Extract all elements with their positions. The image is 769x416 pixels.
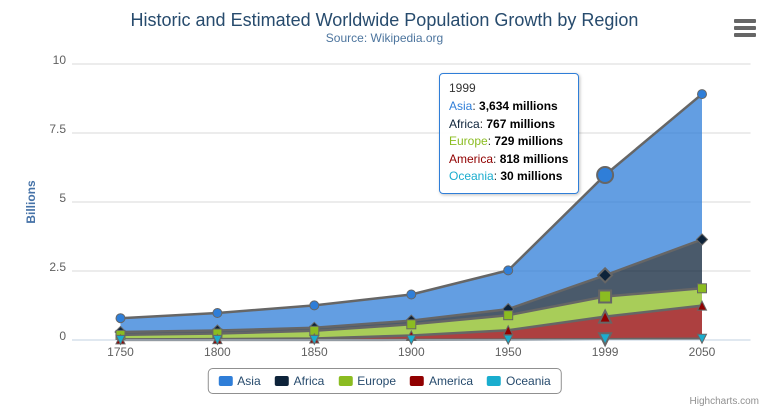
marker-asia-1750[interactable] xyxy=(115,313,126,324)
marker-oceania-1800[interactable] xyxy=(212,334,223,346)
legend-swatch-icon xyxy=(218,376,233,386)
chart-title: Historic and Estimated Worldwide Populat… xyxy=(130,10,639,30)
marker-asia-1900[interactable] xyxy=(406,289,417,300)
marker-asia-2050[interactable] xyxy=(697,89,707,100)
tooltip-series-value: 767 millions xyxy=(486,116,556,131)
y-axis-label: 2.5 xyxy=(49,260,66,274)
marker-europe-1950[interactable] xyxy=(503,310,514,321)
marker-oceania-1850[interactable] xyxy=(308,334,320,346)
marker-asia-1950[interactable] xyxy=(503,265,514,276)
tooltip-series-name: Asia xyxy=(449,99,473,113)
x-axis-label: 1800 xyxy=(204,345,231,359)
marker-asia-1850[interactable] xyxy=(309,300,320,311)
x-axis-label: 1900 xyxy=(397,345,425,359)
tooltip-row: Europe: 729 millions xyxy=(449,134,564,148)
tooltip-series-value: 818 millions xyxy=(499,151,569,166)
marker-europe-1999[interactable] xyxy=(598,289,613,304)
y-axis-label: 5 xyxy=(59,191,66,205)
tooltip-series-value: 30 millions xyxy=(500,169,563,183)
tooltip-series-name: Africa xyxy=(449,116,480,131)
tooltip-rows: Asia: 3,634 millions Africa: 767 millions… xyxy=(449,98,568,186)
marker-oceania-1999[interactable] xyxy=(597,332,613,348)
tooltip-series-value: 729 millions xyxy=(494,134,564,148)
legend-label: America xyxy=(429,374,474,388)
area-asia[interactable] xyxy=(120,94,703,332)
legend-swatch-icon xyxy=(487,376,502,386)
marker-asia-1800[interactable] xyxy=(212,308,223,318)
legend-swatch-icon xyxy=(274,376,289,386)
legend: Asia Africa Europe America Oceania xyxy=(207,368,562,394)
tooltip-series-value: 3,634 millions xyxy=(479,99,558,113)
legend-label: Europe xyxy=(357,374,397,388)
tooltip-row: Africa: 767 millions xyxy=(449,116,556,131)
legend-item-europe[interactable]: Europe xyxy=(338,374,396,388)
legend-item-asia[interactable]: Asia xyxy=(218,374,261,388)
tooltip-row: Asia: 3,634 millions xyxy=(449,99,558,113)
tooltip-row: Oceania: 30 millions xyxy=(449,169,563,183)
marker-africa-1999[interactable] xyxy=(596,266,614,284)
legend-label: Asia xyxy=(237,374,261,388)
x-axis-label: 1999 xyxy=(591,345,619,359)
area-america[interactable] xyxy=(120,305,703,340)
x-axis-label: 1850 xyxy=(300,345,328,359)
marker-africa-2050[interactable] xyxy=(695,233,709,246)
legend-label: Oceania xyxy=(506,374,551,388)
chart-subtitle: Source: Wikipedia.org xyxy=(325,31,444,45)
y-axis-label: 7.5 xyxy=(49,122,66,136)
legend-swatch-icon xyxy=(338,376,353,386)
marker-oceania-1750[interactable] xyxy=(115,334,126,346)
marker-oceania-1950[interactable] xyxy=(502,334,514,346)
tooltip-series-name: Oceania xyxy=(449,169,494,183)
marker-europe-1900[interactable] xyxy=(406,319,417,330)
tooltip: 1999 Asia: 3,634 millions Africa: 767 mil… xyxy=(439,73,580,194)
hamburger-icon[interactable] xyxy=(734,19,756,38)
area-africa[interactable] xyxy=(120,239,703,335)
y-axis-label: 0 xyxy=(59,329,66,343)
credits-link[interactable]: Highcharts.com xyxy=(689,396,759,407)
marker-oceania-1900[interactable] xyxy=(405,334,417,346)
legend-item-america[interactable]: America xyxy=(410,374,473,388)
legend-item-africa[interactable]: Africa xyxy=(274,374,325,388)
marker-europe-2050[interactable] xyxy=(697,283,707,294)
tooltip-row: America: 818 millions xyxy=(449,151,569,166)
x-axis-label: 2050 xyxy=(688,345,716,359)
marker-asia-1999[interactable] xyxy=(596,166,615,184)
legend-label: Africa xyxy=(293,374,325,388)
tooltip-header: 1999 xyxy=(449,81,476,95)
marker-america-1999[interactable] xyxy=(597,308,613,324)
tooltip-series-name: Europe xyxy=(449,134,488,148)
y-axis-label: 10 xyxy=(52,53,66,67)
tooltip-series-name: America xyxy=(449,151,494,166)
legend-item-oceania[interactable]: Oceania xyxy=(487,374,551,388)
x-axis-label: 1950 xyxy=(494,345,522,359)
marker-america-2050[interactable] xyxy=(696,299,708,311)
x-axis-label: 1750 xyxy=(107,345,134,359)
marker-oceania-2050[interactable] xyxy=(696,333,708,345)
legend-swatch-icon xyxy=(410,376,425,386)
